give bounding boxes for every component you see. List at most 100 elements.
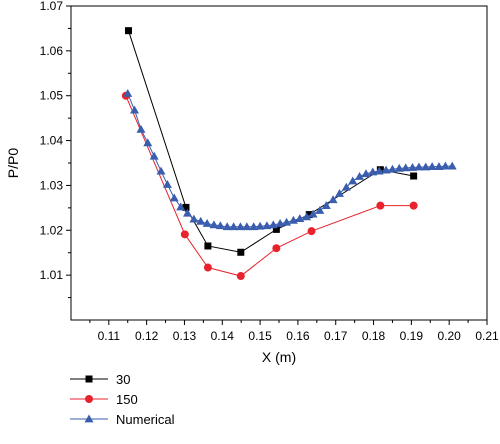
y-tick-label: 1.06 — [40, 44, 64, 58]
series-numerical — [123, 88, 457, 231]
y-tick-label: 1.03 — [40, 178, 64, 192]
data-point — [381, 165, 391, 174]
data-point — [447, 161, 457, 170]
data-point — [255, 221, 265, 230]
data-point — [149, 151, 159, 160]
x-tick-label: 0.20 — [438, 329, 462, 343]
x-tick-label: 0.12 — [135, 329, 159, 343]
data-point — [407, 162, 417, 171]
data-point — [268, 220, 278, 229]
data-point — [215, 221, 225, 230]
legend-marker — [85, 375, 93, 383]
legend: 30 150 Numerical — [70, 372, 175, 427]
y-tick-label: 1.01 — [40, 268, 64, 282]
x-tick-label: 0.19 — [400, 329, 424, 343]
data-point — [262, 221, 272, 230]
data-point — [136, 124, 146, 133]
x-tick-label: 0.13 — [173, 329, 197, 343]
series-line — [125, 95, 414, 277]
data-point — [414, 162, 424, 171]
data-point — [182, 208, 192, 217]
data-point — [202, 219, 212, 227]
series-30 — [124, 27, 418, 256]
data-point — [410, 172, 418, 180]
data-point — [394, 163, 404, 172]
data-point — [341, 182, 351, 191]
data-point — [409, 201, 418, 210]
data-point — [162, 180, 172, 188]
data-point — [387, 164, 397, 173]
data-point — [355, 171, 365, 180]
x-tick-label: 0.16 — [286, 329, 310, 343]
data-point — [242, 222, 252, 231]
x-tick-label: 0.21 — [475, 329, 499, 343]
y-tick-label: 1.04 — [40, 134, 64, 148]
data-point — [440, 161, 450, 170]
data-point — [196, 216, 206, 225]
data-point — [374, 166, 384, 175]
legend-item: 150 — [70, 392, 138, 407]
data-point — [203, 263, 212, 272]
data-point — [229, 222, 239, 231]
data-point — [272, 244, 281, 253]
data-point — [361, 169, 371, 178]
data-point — [236, 272, 245, 281]
x-tick-label: 0.15 — [248, 329, 272, 343]
y-tick-label: 1.05 — [40, 89, 64, 103]
data-point — [282, 217, 292, 226]
data-point — [143, 138, 153, 147]
plot-frame — [70, 5, 488, 321]
data-point — [180, 230, 189, 239]
series-line — [127, 93, 453, 228]
data-point — [169, 193, 179, 202]
data-point — [401, 163, 411, 172]
data-point — [328, 195, 338, 204]
axes: 0.11 0.12 0.13 0.14 0.15 0.16 0.17 0.18 0.19 0.20… — [5, 0, 499, 365]
data-point — [295, 214, 305, 222]
data-point — [272, 225, 280, 233]
data-point — [235, 222, 245, 231]
data-point — [421, 162, 431, 171]
data-point — [302, 212, 312, 221]
legend-label: 30 — [116, 372, 130, 387]
data-point — [176, 202, 186, 211]
legend-label: Numerical — [116, 412, 175, 427]
data-point — [348, 176, 358, 185]
x-tick-label: 0.14 — [211, 329, 235, 343]
y-tick-label: 1.02 — [40, 223, 64, 237]
legend-item: 30 — [70, 372, 130, 387]
data-point — [156, 166, 166, 175]
data-point — [222, 222, 232, 231]
legend-label: 150 — [116, 392, 138, 407]
series-150 — [121, 91, 418, 281]
data-point — [130, 105, 140, 114]
data-point — [368, 167, 378, 176]
x-tick-label: 0.17 — [324, 329, 348, 343]
legend-marker — [84, 414, 94, 423]
series-line — [128, 30, 414, 253]
data-point — [275, 219, 285, 227]
data-point — [124, 27, 132, 35]
data-point — [204, 242, 212, 250]
legend-marker — [85, 395, 93, 403]
y-axis-title: P/P0 — [5, 148, 21, 179]
legend-item: Numerical — [70, 412, 175, 427]
data-point — [434, 162, 444, 170]
data-point — [189, 214, 199, 223]
x-tick-label: 0.18 — [362, 329, 386, 343]
data-point — [335, 189, 345, 197]
data-point — [307, 227, 316, 236]
data-point — [209, 220, 219, 229]
data-point — [376, 201, 385, 210]
x-tick-label: 0.11 — [98, 329, 121, 343]
data-point — [237, 248, 245, 256]
data-point — [182, 203, 190, 211]
data-point — [427, 162, 437, 170]
data-point — [321, 201, 331, 209]
data-point — [123, 88, 133, 97]
data-point — [249, 222, 259, 231]
data-point — [315, 206, 325, 214]
y-tick-label: 1.07 — [40, 0, 64, 13]
series-layer — [121, 27, 457, 281]
